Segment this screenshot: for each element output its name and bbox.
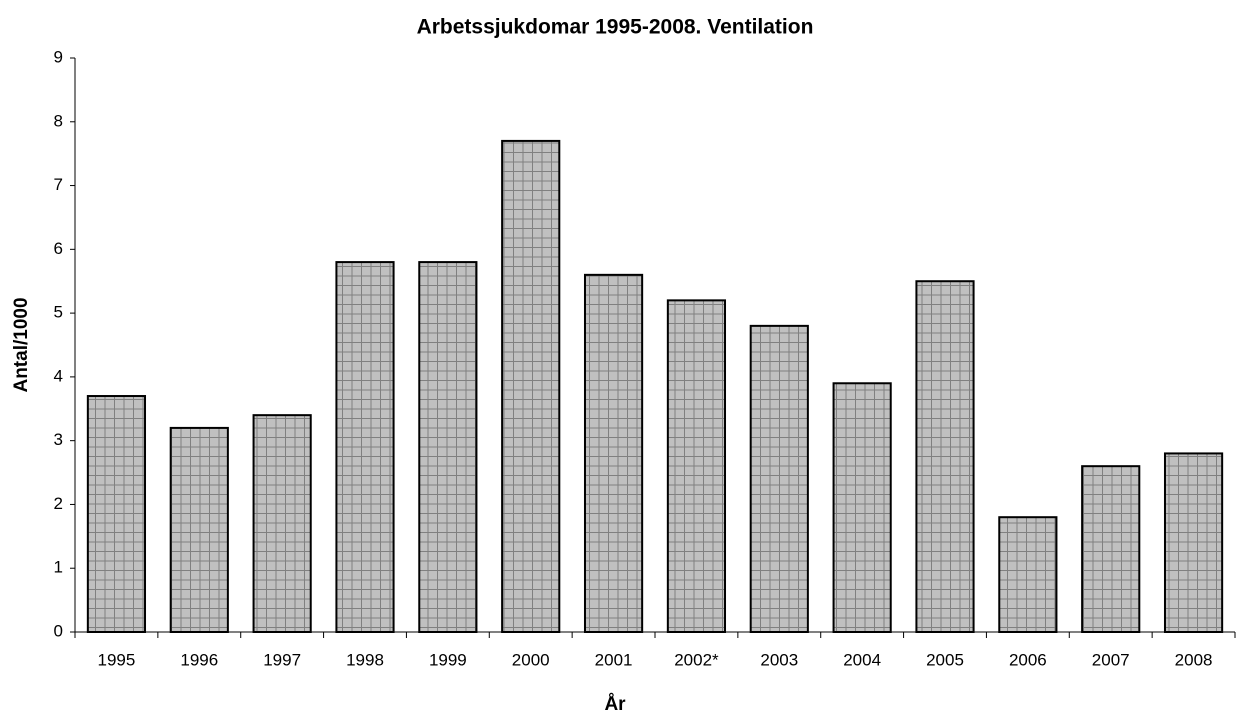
y-axis-title: Antal/1000 (11, 297, 32, 392)
x-tick-label: 1999 (429, 650, 467, 669)
x-tick-label: 1998 (346, 650, 384, 669)
y-tick-label: 7 (54, 175, 63, 194)
chart-title: Arbetssjukdomar 1995-2008. Ventilation (417, 16, 814, 39)
x-tick-label: 2006 (1009, 650, 1047, 669)
x-tick-label: 2008 (1175, 650, 1213, 669)
x-tick-label: 2005 (926, 650, 964, 669)
y-tick-label: 3 (54, 430, 63, 449)
x-tick-label: 2004 (843, 650, 881, 669)
y-tick-label: 0 (54, 621, 63, 640)
bar-pattern (1163, 452, 1224, 633)
x-tick-label: 2003 (760, 650, 798, 669)
y-tick-label: 9 (54, 47, 63, 66)
x-tick-label: 2000 (512, 650, 550, 669)
x-tick-label: 1996 (180, 650, 218, 669)
y-tick-label: 1 (54, 558, 63, 577)
x-tick-label: 2001 (595, 650, 633, 669)
y-tick-label: 6 (54, 239, 63, 258)
x-tick-label: 2007 (1092, 650, 1130, 669)
y-tick-label: 2 (54, 494, 63, 513)
bar-pattern (252, 414, 312, 633)
x-tick-label: 1995 (98, 650, 136, 669)
bar-pattern (832, 382, 892, 633)
x-tick-label: 2002* (674, 650, 719, 669)
bar-pattern (169, 426, 229, 633)
y-tick-label: 5 (54, 303, 63, 322)
bar-pattern (998, 516, 1058, 634)
y-tick-label: 8 (54, 111, 63, 130)
bar-pattern (418, 261, 478, 633)
bar-pattern (915, 280, 975, 633)
bar-pattern (666, 299, 727, 633)
x-tick-label: 1997 (263, 650, 301, 669)
bar-pattern (749, 324, 809, 633)
bar-pattern (583, 273, 644, 633)
bar-pattern (335, 261, 395, 633)
x-axis-title: År (604, 694, 626, 715)
bar-pattern (86, 395, 147, 633)
bar-pattern (501, 139, 561, 634)
y-tick-label: 4 (54, 366, 63, 385)
bar-pattern (1081, 465, 1141, 633)
